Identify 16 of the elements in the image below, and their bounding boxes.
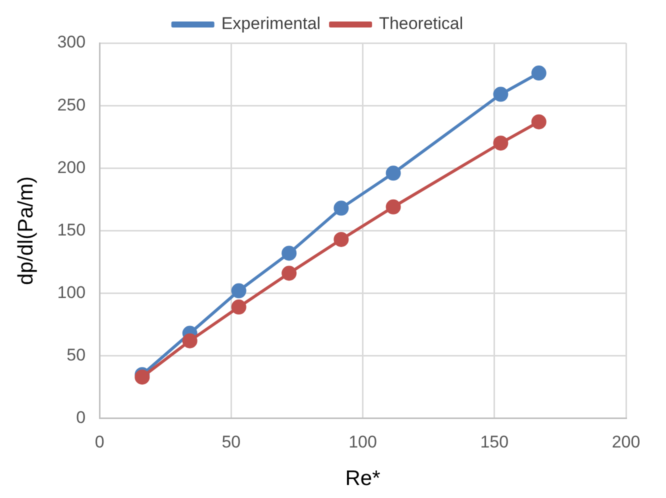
y-tick-label: 250 [57, 95, 86, 114]
y-tick-label: 100 [57, 282, 86, 302]
x-tick-label: 0 [94, 432, 104, 452]
y-tick-label: 300 [57, 32, 86, 52]
legend-label: Theoretical [379, 14, 464, 34]
x-tick-label: 200 [612, 432, 640, 452]
x-tick-label: 50 [222, 432, 241, 452]
y-tick-label: 150 [57, 220, 86, 240]
x-axis-title: Re* [345, 467, 380, 490]
x-tick-label: 100 [348, 432, 377, 452]
y-tick-label: 50 [66, 346, 86, 365]
y-tick-label: 200 [57, 158, 86, 177]
y-axis-title: dp/dl(Pa/m) [14, 176, 38, 285]
legend-label: Experimental [221, 14, 321, 34]
x-tick-label: 150 [480, 432, 509, 452]
y-tick-label: 0 [76, 408, 86, 428]
